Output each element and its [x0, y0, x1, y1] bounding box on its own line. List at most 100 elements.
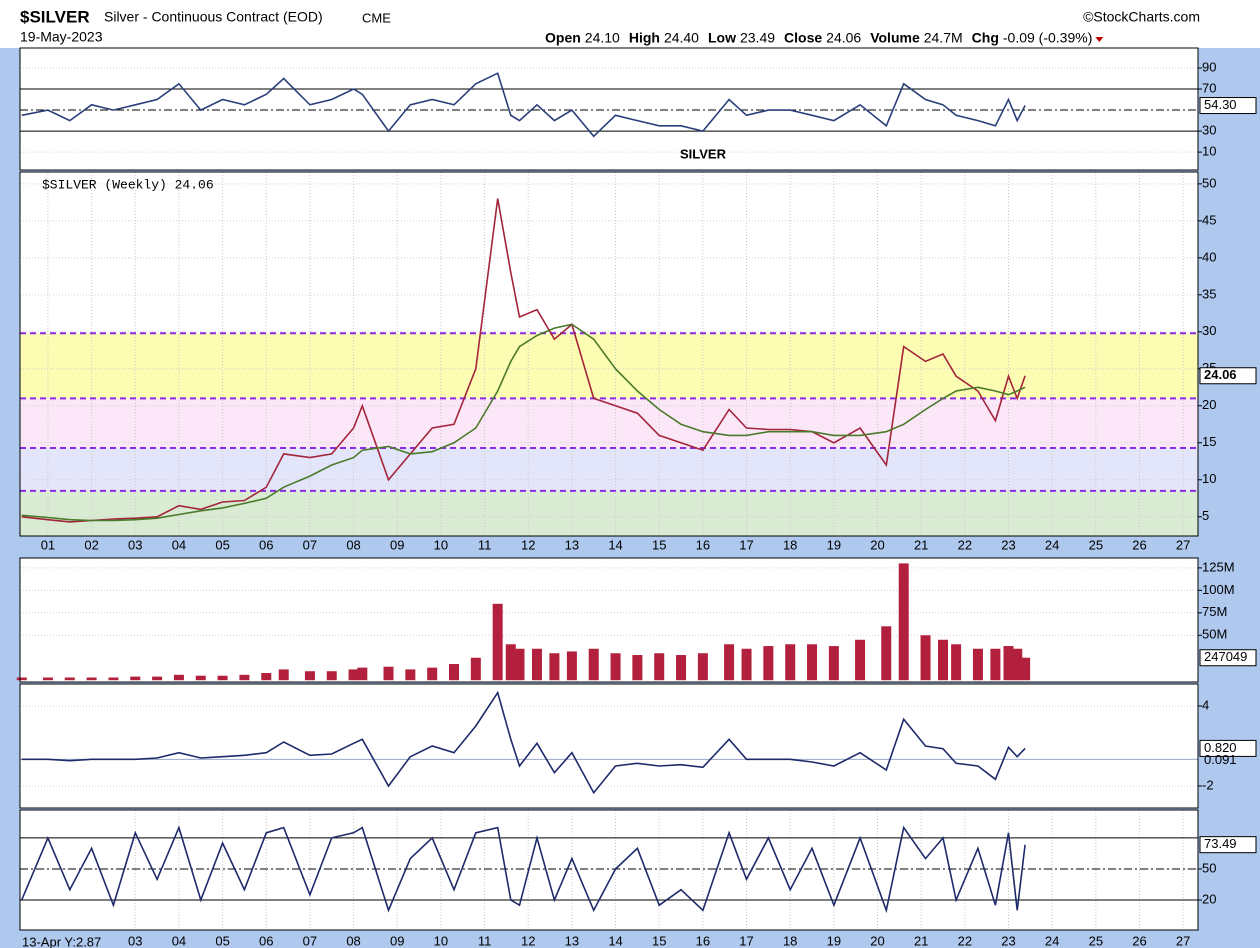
quote-label: High	[629, 30, 660, 46]
volume-bar	[1003, 646, 1014, 681]
volume-bar	[64, 677, 75, 681]
ticker: $SILVER	[20, 7, 90, 26]
volume-bar	[261, 673, 272, 681]
volume-bar	[405, 669, 416, 681]
panel-title: $SILVER (Weekly) 24.06	[42, 177, 214, 192]
volume-bar	[654, 653, 665, 681]
volume-bar	[505, 644, 516, 681]
cursor-annotation: 13-Apr Y:2.87	[22, 934, 101, 948]
x-tick-label: 21	[914, 537, 928, 552]
y-tick-label: 50M	[1202, 627, 1227, 642]
quote-bar: Open 24.10 High 24.40 Low 23.49 Close 24.06 Volu…	[545, 30, 1104, 46]
x-tick-label: 06	[259, 537, 273, 552]
x-tick-label: 25	[1089, 537, 1103, 552]
x-tick-label: 07	[303, 537, 317, 552]
quote-value: -0.09 (-0.39%)	[1003, 30, 1092, 46]
volume-bar	[881, 626, 892, 681]
last-value-box	[1199, 97, 1257, 115]
x-tick-label: 13	[565, 933, 579, 948]
volume-bar	[1012, 648, 1023, 681]
x-tick-label: 08	[346, 537, 360, 552]
x-tick-label: 10	[434, 537, 448, 552]
price-band	[20, 333, 1198, 399]
last-value-label: 0.820	[1204, 740, 1237, 755]
source: ©StockCharts.com	[1083, 9, 1200, 25]
panel-border	[19, 557, 1199, 683]
last-value-box	[1199, 836, 1257, 854]
panel-border	[19, 47, 1199, 171]
volume-bar	[632, 655, 643, 681]
change-arrow	[1095, 37, 1104, 42]
volume-bar	[86, 677, 97, 681]
x-tick-label: 04	[172, 537, 186, 552]
panel-bg	[20, 558, 1198, 682]
x-tick-label: 11	[478, 933, 492, 948]
quote-label: Chg	[972, 30, 999, 46]
exchange: CME	[362, 10, 391, 25]
volume-bar	[938, 639, 949, 681]
last-value-box	[1199, 649, 1257, 667]
volume-bar	[278, 669, 289, 681]
volume-bar	[427, 667, 438, 681]
panel-border	[19, 683, 1199, 809]
x-tick-label: 16	[696, 933, 710, 948]
volume-bar	[697, 653, 708, 681]
volume-bar	[383, 666, 394, 681]
quote-label: Volume	[870, 30, 920, 46]
x-tick-label: 21	[914, 933, 928, 948]
x-tick-label: 12	[521, 933, 535, 948]
volume-bar	[514, 648, 525, 681]
series-line	[21, 72, 1026, 138]
x-tick-label: 27	[1176, 537, 1190, 552]
y-tick-label: 30	[1202, 323, 1216, 338]
volume-bar	[130, 676, 141, 681]
volume-bar	[724, 644, 735, 681]
x-tick-label: 07	[303, 933, 317, 948]
x-tick-label: 19	[827, 537, 841, 552]
quote-label: Close	[784, 30, 822, 46]
volume-bar	[152, 676, 163, 681]
volume-bar	[217, 675, 228, 681]
x-tick-label: 14	[608, 537, 622, 552]
x-tick-label: 02	[84, 537, 98, 552]
quote-value: 24.7M	[924, 30, 963, 46]
series-line	[20, 825, 1026, 914]
x-tick-label: 23	[1001, 933, 1015, 948]
volume-bar	[920, 635, 931, 681]
y-tick-label: 70	[1202, 80, 1216, 95]
x-tick-label: 01	[41, 537, 55, 552]
volume-bar	[549, 653, 560, 681]
volume-bar	[898, 563, 909, 681]
x-tick-label: 22	[958, 933, 972, 948]
panel-border	[19, 809, 1199, 931]
volume-bar	[951, 644, 962, 681]
x-tick-label: 04	[172, 933, 186, 948]
y-tick-label: 4	[1202, 697, 1209, 712]
y-tick-label: 125M	[1202, 559, 1235, 574]
volume-bar	[741, 648, 752, 681]
x-tick-label: 25	[1089, 933, 1103, 948]
last-value-label: 247049	[1204, 649, 1247, 664]
quote-value: 24.10	[585, 30, 620, 46]
last-value-box	[1199, 367, 1257, 385]
x-tick-label: 06	[259, 933, 273, 948]
volume-bar	[972, 648, 983, 681]
volume-bar	[610, 653, 621, 681]
x-tick-label: 09	[390, 537, 404, 552]
signal-value-label: 0.091	[1204, 752, 1237, 767]
y-tick-label: 45	[1202, 212, 1216, 227]
x-tick-label: 11	[478, 537, 492, 552]
x-tick-label: 13	[565, 537, 579, 552]
volume-bar	[173, 674, 184, 681]
x-tick-label: 08	[346, 933, 360, 948]
volume-bar	[566, 651, 577, 681]
volume-bar	[588, 648, 599, 681]
y-tick-label: 30	[1202, 123, 1216, 138]
y-tick-label: 50	[1202, 175, 1216, 190]
price-band	[20, 490, 1198, 536]
volume-bar	[449, 664, 459, 681]
x-tick-label: 26	[1132, 537, 1146, 552]
panel-border	[19, 171, 1199, 537]
x-tick-label: 18	[783, 537, 797, 552]
